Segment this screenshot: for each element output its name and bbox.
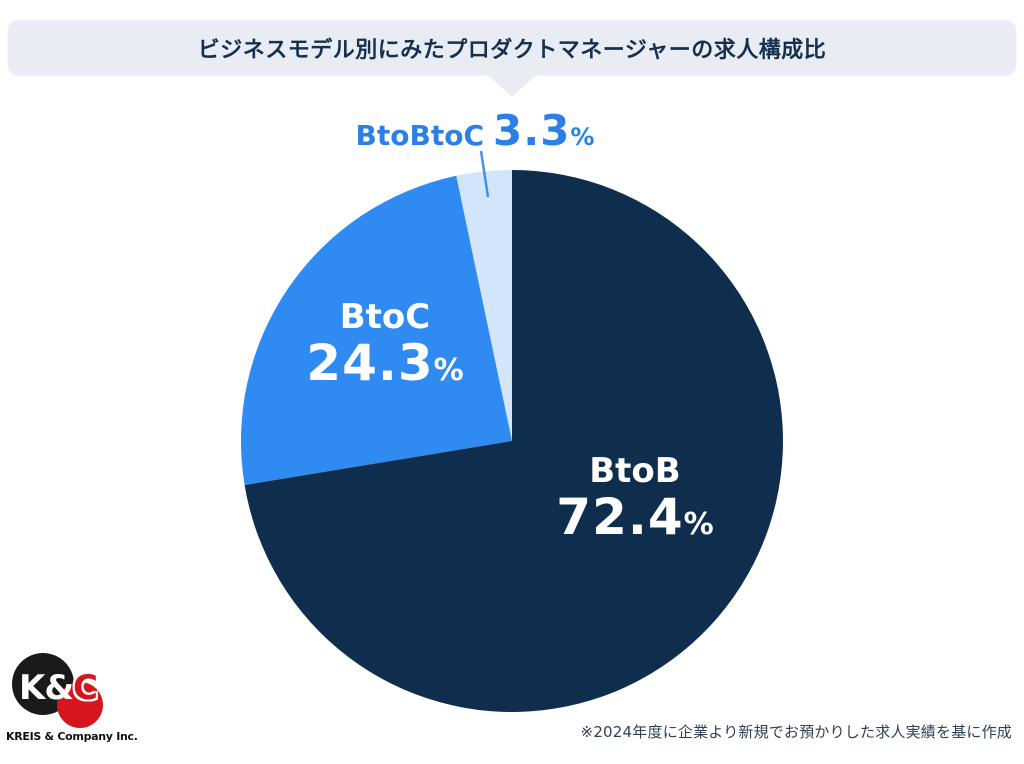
title-banner: ビジネスモデル別にみたプロダクトマネージャーの求人構成比 — [8, 20, 1016, 97]
slice-label-btob: BtoB 72.4% — [495, 451, 775, 547]
slice-value: 3.3 — [493, 106, 571, 155]
logo-monogram-kand: K& — [19, 668, 74, 708]
banner-tail-pointer — [488, 75, 536, 97]
pie-slice-btob — [244, 170, 784, 712]
footnote: ※2024年度に企業より新規でお預かりした求人実績を基に作成 — [580, 723, 1012, 741]
pie-slice-btobtoc — [456, 170, 512, 441]
pie-chart — [241, 150, 784, 712]
slice-unit: % — [433, 353, 464, 389]
slice-name: BtoB — [589, 451, 681, 491]
slice-value: 24.3 — [306, 334, 434, 393]
page-title: ビジネスモデル別にみたプロダクトマネージャーの求人構成比 — [197, 37, 827, 63]
slice-name: BtoC — [339, 297, 431, 337]
logo-monogram: K&C — [19, 671, 109, 705]
btobtoc-leader-line — [479, 150, 490, 198]
pie-slice-btoc — [241, 175, 512, 486]
company-logo: K&C KREIS & Company Inc. — [0, 645, 138, 755]
slice-label-btoc: BtoC 24.3% — [245, 297, 525, 393]
slice-unit: % — [570, 123, 595, 151]
company-name: KREIS & Company Inc. — [6, 730, 138, 743]
slice-label-btobtoc: BtoBtoC 3.3% — [330, 106, 620, 155]
slice-name: BtoBtoC — [355, 119, 485, 152]
slice-unit: % — [683, 507, 714, 543]
slice-value: 72.4 — [556, 488, 684, 547]
logo-red-circle — [57, 682, 103, 728]
logo-monogram-c: C — [73, 668, 98, 708]
